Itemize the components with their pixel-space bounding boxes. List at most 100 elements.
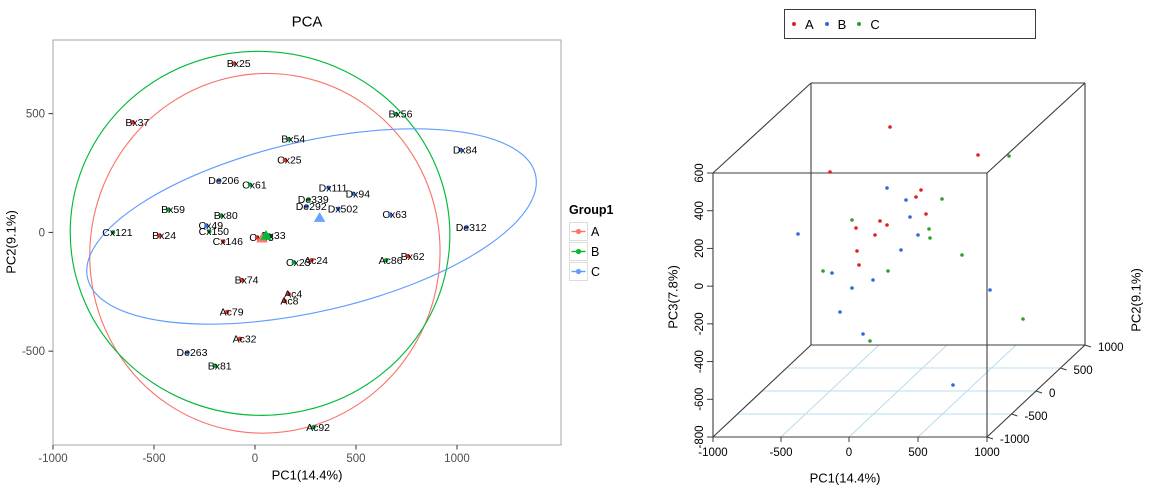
x-tick-label: -500 — [769, 447, 792, 459]
x-tick-label: -1000 — [698, 447, 727, 459]
point-label: De206 — [208, 175, 239, 187]
point-label: Dx94 — [346, 188, 371, 200]
legend-key-icon — [569, 262, 588, 281]
confidence-ellipse-A — [89, 72, 441, 434]
z-tick-label: 200 — [694, 239, 706, 258]
legend-entry-label: B — [837, 16, 847, 32]
legend-dot — [857, 22, 862, 26]
right-legend: A B C — [784, 9, 1036, 39]
point-label: Cx49 — [199, 220, 224, 232]
data-point-A — [914, 195, 918, 199]
data-point-C — [868, 339, 872, 343]
legend-dot — [575, 268, 582, 275]
data-point-B — [988, 288, 992, 292]
data-point-C — [1007, 154, 1011, 158]
data-point-A — [855, 249, 859, 253]
data-point — [239, 277, 245, 283]
data-point — [336, 206, 341, 211]
data-point — [157, 233, 162, 238]
data-point — [237, 336, 243, 342]
z-tick-label: -200 — [694, 312, 706, 335]
legend-entry-B: B — [569, 242, 613, 261]
data-point-A — [976, 153, 980, 157]
data-point — [221, 239, 226, 244]
data-point — [130, 119, 135, 125]
floor-grid-x — [848, 344, 948, 438]
legend-entry-B: B — [824, 16, 847, 32]
left-plot-xlabel: PC1(14.4%) — [271, 467, 343, 483]
floor-grid-x — [780, 344, 880, 438]
legend-entry-label: C — [870, 16, 880, 32]
point-label: Ac79 — [220, 307, 244, 319]
x-tick-label: 0 — [846, 447, 852, 459]
data-point-B — [838, 310, 842, 314]
legend-dot — [824, 22, 829, 26]
centroid-triangle-B — [260, 229, 272, 240]
right-plot-zlabel: PC3(7.8%) — [665, 265, 681, 329]
point-label: Bx54 — [281, 134, 305, 146]
right-plot-ylabel: PC2(9.1%) — [1128, 268, 1144, 332]
right-plot-xlabel: PC1(14.4%) — [809, 470, 881, 486]
data-point-C — [940, 197, 944, 201]
x-tick-label: 0 — [252, 453, 258, 465]
data-point-B — [871, 278, 875, 282]
left-legend-title: Group1 — [569, 203, 614, 217]
point-label: Cx63 — [382, 209, 407, 221]
legend-key-glyph — [571, 268, 586, 275]
point-label: Cx121 — [102, 227, 133, 239]
data-point — [219, 213, 224, 218]
box-edge — [712, 82, 812, 174]
data-point-A — [919, 188, 923, 192]
point-label: Bx74 — [235, 275, 259, 287]
point-label: Bx25 — [227, 58, 251, 70]
x-tick-label: 1000 — [974, 447, 1000, 459]
point-label: Bx62 — [401, 251, 425, 263]
z-tick-label: -600 — [694, 388, 706, 411]
point-label: Cx61 — [242, 179, 267, 191]
data-point — [458, 147, 463, 153]
right-plot-svg: -1000 -500 0 500 10006004002000-200-400-600-… — [694, 82, 1124, 459]
z-tick-label: 600 — [694, 163, 706, 182]
data-point — [351, 191, 356, 196]
y-tick-label: 1000 — [1098, 342, 1124, 354]
data-point — [383, 257, 389, 263]
point-label: De312 — [456, 222, 487, 234]
y-tick — [1035, 390, 1043, 394]
legend-entry-label: A — [591, 224, 600, 239]
x-tick-label: -1000 — [38, 453, 67, 465]
y-tick — [1084, 344, 1092, 348]
point-label: Cx146 — [213, 236, 244, 248]
y-tick-label: -1000 — [1000, 434, 1029, 446]
data-point-B — [850, 286, 854, 290]
point-label: Cx150 — [199, 226, 230, 238]
data-point-C — [960, 253, 964, 257]
y-tick-label: 0 — [39, 227, 45, 239]
data-point-A — [873, 233, 877, 237]
data-point-C — [928, 236, 932, 240]
legend-entry-label: B — [591, 244, 600, 259]
data-point-B — [908, 215, 912, 219]
point-label: De339 — [298, 194, 329, 206]
data-point — [291, 260, 296, 265]
data-point — [286, 136, 291, 142]
data-point — [282, 298, 288, 304]
data-point — [166, 207, 171, 212]
y-tick — [986, 436, 994, 440]
point-label: Bx37 — [125, 117, 149, 129]
legend-dot — [575, 248, 582, 255]
point-label: De292 — [296, 201, 327, 213]
data-point — [311, 424, 316, 430]
data-point — [405, 253, 411, 259]
y-tick-label: 500 — [1074, 365, 1093, 377]
box-edge — [986, 82, 1086, 174]
data-point — [254, 235, 260, 240]
point-label: Dx84 — [453, 145, 478, 157]
data-point-A — [888, 125, 892, 129]
plot-panel — [52, 39, 562, 446]
legend-entry-A: A — [569, 222, 613, 241]
point-label: Ac92 — [306, 422, 330, 434]
point-label: Bx56 — [389, 109, 413, 121]
data-point-A — [885, 223, 889, 227]
